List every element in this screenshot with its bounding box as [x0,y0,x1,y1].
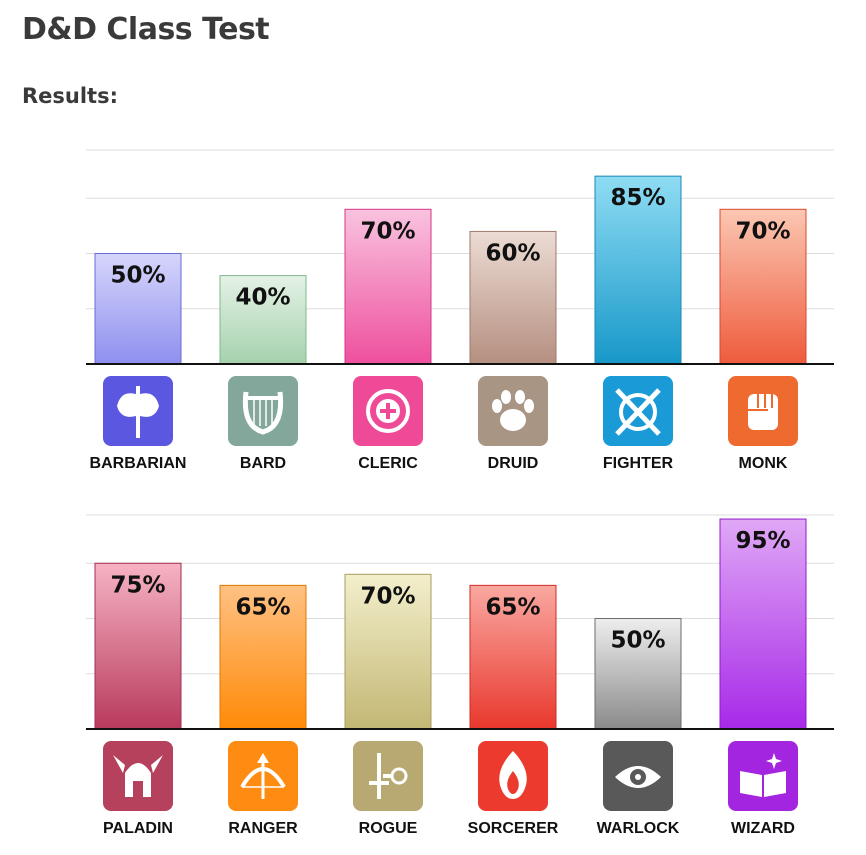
results-heading: Results: [22,84,118,108]
bar-warlock [594,618,682,730]
bar-paladin [94,562,182,730]
bar-value-label: 65% [485,594,540,620]
bar-value-label: 65% [235,594,290,620]
lyre-icon [228,376,298,446]
bar-value-label: 70% [360,583,415,609]
class-results-chart-top: 50% BARBARIAN 40% BARD 70% CLERIC 60% DRUID 85% F… [86,149,834,472]
bar-value-label: 95% [735,528,790,554]
class-name-label: ROGUE [359,820,418,837]
holy-symbol-icon [353,376,423,446]
crossed-swords-shield-icon [603,376,673,446]
bar-value-label: 70% [360,218,415,244]
bar-bard [219,275,307,365]
bar-monk [719,208,807,365]
spellbook-icon [728,741,798,811]
bar-wizard [719,518,807,730]
page-title: D&D Class Test [22,12,270,47]
class-name-label: MONK [739,455,788,472]
bar-value-label: 40% [235,285,290,311]
class-name-label: CLERIC [358,455,418,472]
paw-icon [478,376,548,446]
sword-key-icon [353,741,423,811]
bow-arrow-icon [228,741,298,811]
class-results-chart-bottom: 75% PALADIN 65% RANGER 70% ROGUE 65% SORCERER 50… [86,514,834,837]
bar-value-label: 60% [485,240,540,266]
bar-value-label: 85% [610,185,665,211]
class-name-label: BARD [240,455,286,472]
bar-value-label: 70% [735,218,790,244]
eye-icon [603,741,673,811]
class-name-label: PALADIN [103,820,173,837]
fist-icon [728,376,798,446]
bar-value-label: 75% [110,572,165,598]
bar-value-label: 50% [610,628,665,654]
bar-value-label: 50% [110,263,165,289]
class-name-label: DRUID [488,455,539,472]
bar-rogue [344,573,432,730]
class-name-label: RANGER [228,820,298,837]
bar-druid [469,230,557,365]
class-name-label: BARBARIAN [90,455,187,472]
winged-helmet-icon [103,741,173,811]
class-name-label: SORCERER [468,820,559,837]
bar-cleric [344,208,432,365]
class-name-label: WIZARD [731,820,795,837]
bar-barbarian [94,253,182,365]
class-name-label: WARLOCK [597,820,680,837]
flame-icon [478,741,548,811]
class-name-label: FIGHTER [603,455,674,472]
battle-axe-icon [103,376,173,446]
